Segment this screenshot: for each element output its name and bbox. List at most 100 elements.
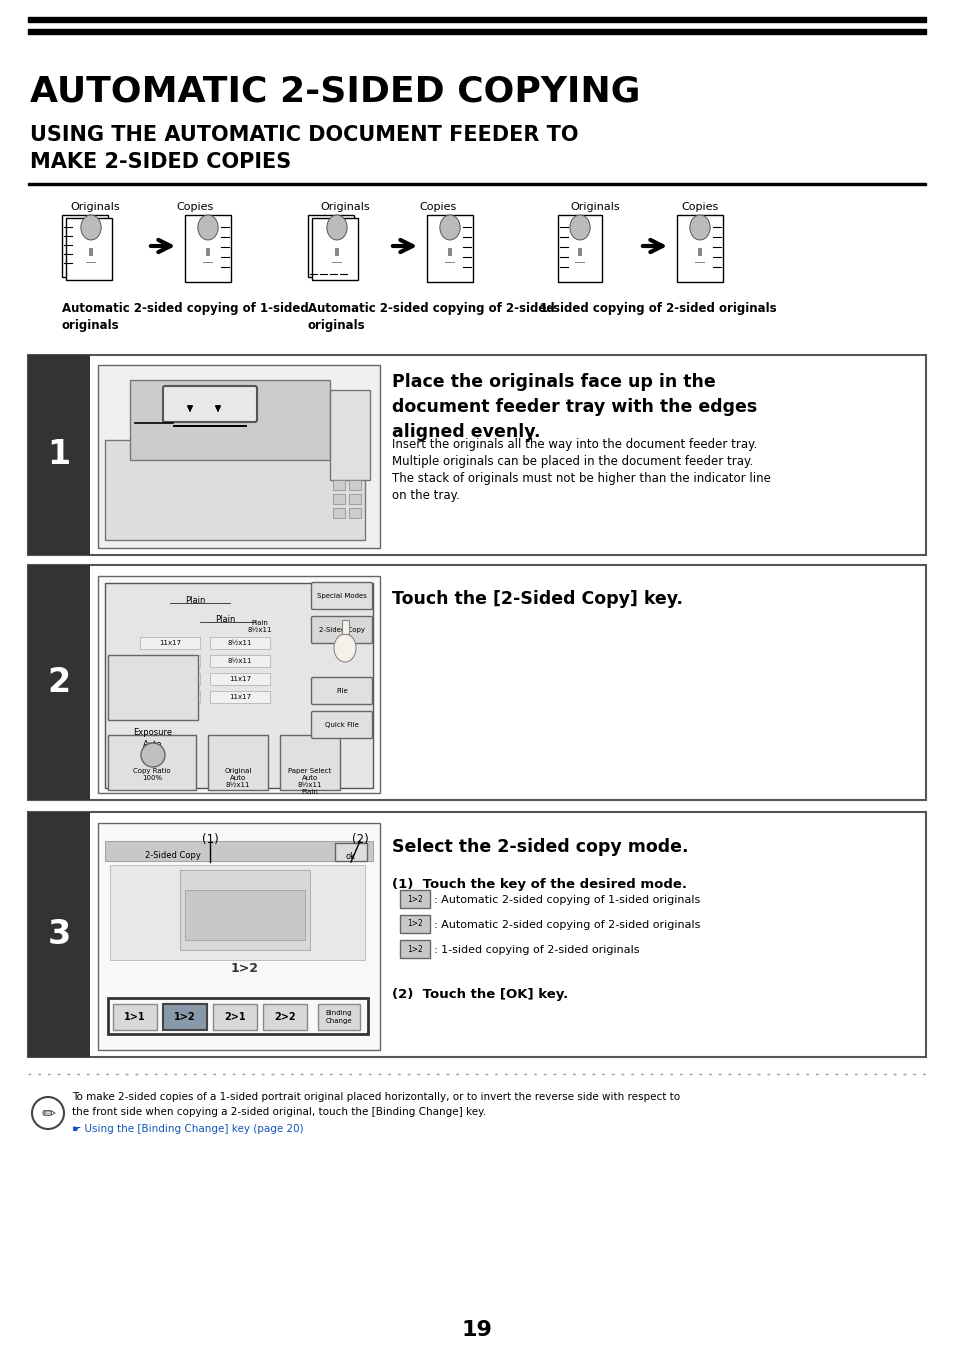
Text: 1-sided copying of 2-sided originals: 1-sided copying of 2-sided originals — [539, 303, 776, 315]
Text: Plain
8½x11: Plain 8½x11 — [248, 620, 272, 634]
Text: 2-Sided Copy: 2-Sided Copy — [145, 851, 201, 861]
Ellipse shape — [197, 215, 218, 240]
Text: the front side when copying a 2-sided original, touch the [Binding Change] key.: the front side when copying a 2-sided or… — [71, 1106, 486, 1117]
Text: 1>2: 1>2 — [407, 944, 422, 954]
Text: 3: 3 — [48, 917, 71, 951]
Text: ☛ Using the [Binding Change] key (page 20): ☛ Using the [Binding Change] key (page 2… — [71, 1124, 303, 1133]
Bar — [448, 247, 451, 255]
Bar — [280, 735, 339, 790]
Bar — [444, 262, 455, 263]
Bar — [185, 215, 231, 282]
Bar — [28, 812, 925, 1056]
Bar — [332, 262, 342, 263]
Bar — [28, 812, 90, 1056]
Text: 1>2: 1>2 — [174, 1012, 195, 1021]
Text: (2): (2) — [352, 834, 368, 846]
Text: Original
Auto
8½x11: Original Auto 8½x11 — [224, 767, 252, 788]
Bar — [140, 673, 200, 685]
Text: 8½x14: 8½x14 — [157, 694, 182, 700]
Bar — [98, 365, 379, 549]
FancyBboxPatch shape — [312, 616, 372, 643]
Bar — [317, 1004, 359, 1029]
Bar — [335, 843, 367, 861]
Bar — [210, 690, 270, 703]
Ellipse shape — [334, 634, 355, 662]
Text: 2>2: 2>2 — [274, 1012, 295, 1021]
Text: 8½x11: 8½x11 — [228, 658, 252, 663]
Text: File: File — [335, 688, 348, 694]
Text: 11x17: 11x17 — [159, 658, 181, 663]
Bar — [698, 247, 700, 255]
Text: Multiple originals can be placed in the document feeder tray.: Multiple originals can be placed in the … — [392, 455, 752, 467]
Text: (1)  Touch the key of the desired mode.: (1) Touch the key of the desired mode. — [392, 878, 686, 892]
Text: on the tray.: on the tray. — [392, 489, 459, 503]
Bar — [308, 215, 354, 277]
Text: 2>1: 2>1 — [224, 1012, 246, 1021]
Bar — [172, 426, 247, 427]
Text: Touch the [2-Sided Copy] key.: Touch the [2-Sided Copy] key. — [392, 590, 682, 608]
Bar — [349, 494, 360, 504]
Bar — [333, 494, 345, 504]
Circle shape — [32, 1097, 64, 1129]
Text: Special Modes: Special Modes — [316, 593, 367, 598]
Text: Quick File: Quick File — [325, 721, 358, 728]
Text: AUTOMATIC 2-SIDED COPYING: AUTOMATIC 2-SIDED COPYING — [30, 76, 639, 109]
Text: MAKE 2-SIDED COPIES: MAKE 2-SIDED COPIES — [30, 153, 291, 172]
Text: 11x17: 11x17 — [229, 676, 251, 682]
Text: : Automatic 2-sided copying of 1-sided originals: : Automatic 2-sided copying of 1-sided o… — [434, 894, 700, 905]
Text: Copies: Copies — [176, 203, 213, 212]
Bar — [677, 215, 722, 282]
Text: Copies: Copies — [419, 203, 456, 212]
Bar — [349, 480, 360, 490]
Bar — [62, 215, 108, 277]
Bar — [333, 480, 345, 490]
Bar — [263, 1004, 307, 1029]
Bar — [349, 508, 360, 517]
Bar — [108, 735, 195, 790]
Text: (2)  Touch the [OK] key.: (2) Touch the [OK] key. — [392, 988, 568, 1001]
Ellipse shape — [569, 215, 590, 240]
Text: line: line — [102, 428, 121, 438]
Bar — [399, 940, 430, 958]
Bar — [202, 262, 213, 263]
Text: 1>2: 1>2 — [231, 962, 258, 974]
Bar — [130, 380, 330, 459]
Text: 11x17: 11x17 — [229, 694, 251, 700]
Ellipse shape — [81, 215, 101, 240]
Text: ok: ok — [346, 852, 355, 861]
Text: USING THE AUTOMATIC DOCUMENT FEEDER TO: USING THE AUTOMATIC DOCUMENT FEEDER TO — [30, 126, 578, 145]
Bar — [66, 218, 112, 280]
Bar — [28, 355, 925, 555]
Bar — [90, 247, 92, 255]
Text: : 1-sided copying of 2-sided originals: : 1-sided copying of 2-sided originals — [434, 944, 639, 955]
Bar — [578, 247, 581, 255]
Bar — [558, 215, 601, 282]
Bar — [86, 262, 96, 263]
Bar — [335, 247, 338, 255]
Text: Exposure: Exposure — [133, 728, 172, 738]
Bar — [312, 218, 357, 280]
Text: Auto: Auto — [143, 740, 163, 748]
Bar — [399, 890, 430, 908]
Text: Binding
Change: Binding Change — [325, 1011, 352, 1024]
Bar — [206, 247, 210, 255]
FancyBboxPatch shape — [163, 386, 256, 422]
Circle shape — [141, 743, 165, 767]
Bar — [333, 508, 345, 517]
Bar — [28, 18, 925, 22]
Text: 8½x11: 8½x11 — [228, 640, 252, 646]
Bar — [108, 998, 368, 1034]
Text: Place the originals face up in the
document feeder tray with the edges
aligned e: Place the originals face up in the docum… — [392, 373, 757, 440]
Text: 1>2: 1>2 — [407, 920, 422, 928]
Bar — [140, 655, 200, 667]
Bar — [28, 28, 925, 34]
Bar — [213, 1004, 256, 1029]
Text: Insert the originals all the way into the document feeder tray.: Insert the originals all the way into th… — [392, 438, 757, 451]
Text: 2-Sided Copy: 2-Sided Copy — [318, 627, 365, 634]
Bar — [28, 565, 925, 800]
Bar — [163, 1004, 207, 1029]
Bar — [341, 620, 349, 634]
Text: Copies: Copies — [680, 203, 718, 212]
Bar — [208, 735, 268, 790]
Text: 11x17: 11x17 — [159, 676, 181, 682]
